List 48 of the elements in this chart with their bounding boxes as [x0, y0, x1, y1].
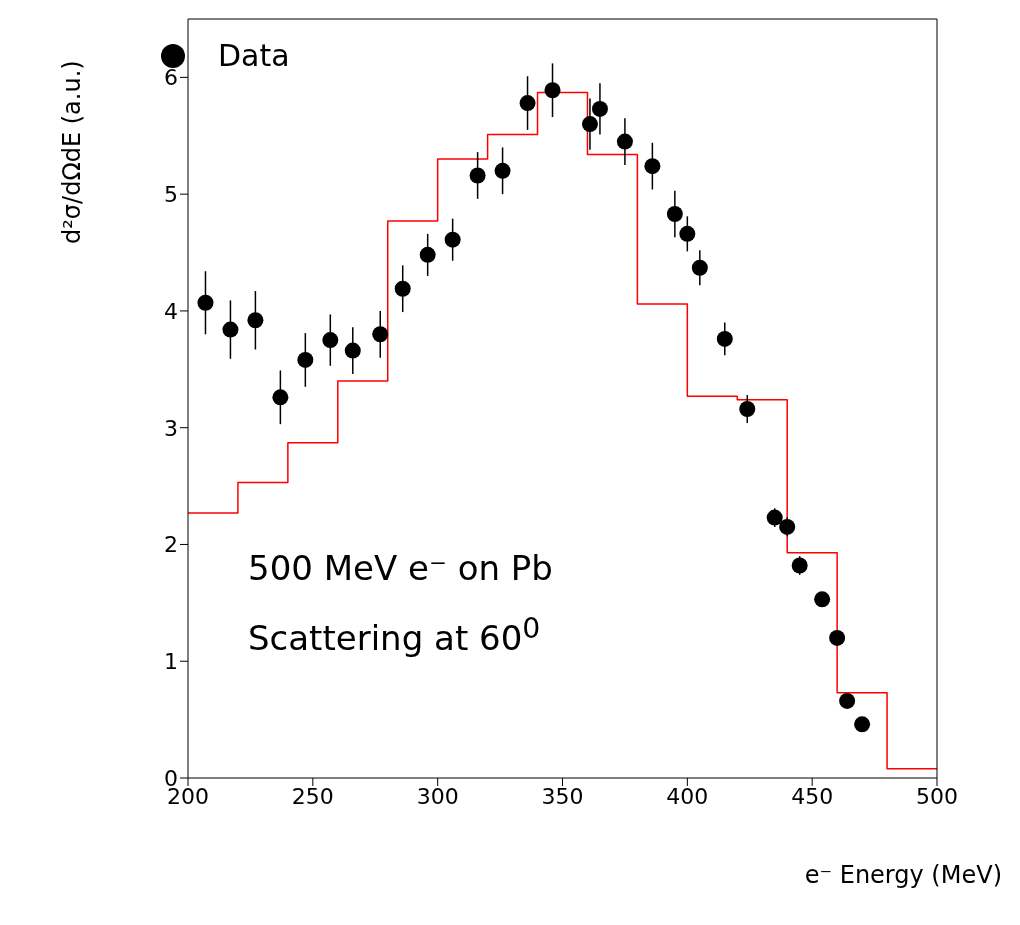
- point: [469, 167, 486, 184]
- point: [222, 321, 239, 338]
- point: [854, 716, 871, 733]
- x-tick-label: 450: [791, 783, 834, 809]
- point: [644, 158, 661, 175]
- y-tick-label: 1: [164, 649, 178, 675]
- point: [247, 312, 264, 329]
- y-axis-title: d²σ/dΩdE (a.u.): [58, 60, 87, 244]
- point: [322, 332, 339, 349]
- point: [691, 259, 708, 276]
- x-tick-label: 500: [916, 783, 958, 809]
- y-tick-label: 6: [164, 65, 178, 91]
- annotation: 500 MeV e⁻ on Pb: [248, 548, 553, 588]
- x-tick-label: 400: [666, 783, 709, 809]
- point: [666, 206, 683, 223]
- point: [197, 294, 214, 311]
- point: [581, 116, 598, 133]
- point: [272, 389, 289, 406]
- point: [394, 280, 411, 297]
- y-tick-label: 4: [164, 298, 178, 324]
- point: [739, 401, 756, 418]
- point: [519, 95, 536, 112]
- point: [591, 100, 608, 117]
- x-tick-label: 250: [291, 783, 334, 809]
- point: [814, 591, 831, 608]
- point: [344, 342, 361, 359]
- point: [297, 351, 314, 368]
- point: [766, 509, 783, 526]
- point: [419, 246, 436, 263]
- legend-label: Data: [218, 38, 290, 73]
- y-tick-label: 5: [164, 181, 178, 207]
- x-axis-title: e⁻ Energy (MeV): [804, 861, 1002, 889]
- x-tick-label: 300: [416, 783, 459, 809]
- point: [839, 692, 856, 709]
- point: [829, 629, 846, 646]
- point: [544, 82, 561, 99]
- point: [779, 518, 796, 535]
- point: [494, 162, 511, 179]
- point: [679, 225, 696, 242]
- point: [444, 231, 461, 248]
- point: [716, 330, 733, 347]
- x-tick-label: 350: [541, 783, 584, 809]
- point: [616, 133, 633, 150]
- annotation: Scattering at 60$^{0}$: [248, 612, 541, 659]
- point: [372, 326, 389, 343]
- point: [791, 557, 808, 574]
- y-tick-label: 2: [164, 532, 178, 558]
- y-tick-label: 3: [164, 415, 178, 441]
